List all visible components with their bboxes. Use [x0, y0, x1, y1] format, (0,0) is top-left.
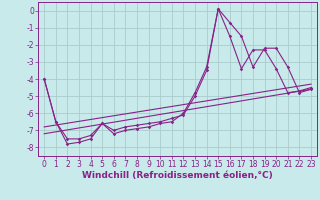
X-axis label: Windchill (Refroidissement éolien,°C): Windchill (Refroidissement éolien,°C): [82, 171, 273, 180]
